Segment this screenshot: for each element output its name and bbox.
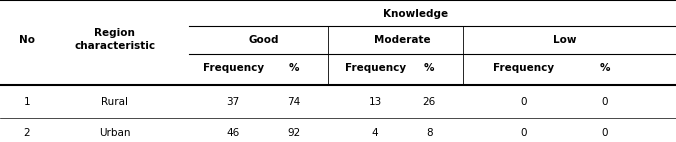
Text: 0: 0 <box>602 129 608 138</box>
Text: Knowledge: Knowledge <box>383 9 448 19</box>
Text: 46: 46 <box>226 129 240 138</box>
Text: Low: Low <box>553 35 576 45</box>
Text: 13: 13 <box>368 97 382 107</box>
Text: Frequency: Frequency <box>345 63 406 73</box>
Text: 26: 26 <box>422 97 436 107</box>
Text: 4: 4 <box>372 129 379 138</box>
Text: 92: 92 <box>287 129 301 138</box>
Text: 37: 37 <box>226 97 240 107</box>
Text: 74: 74 <box>287 97 301 107</box>
Text: Moderate: Moderate <box>374 35 431 45</box>
Text: 0: 0 <box>521 129 527 138</box>
Text: Rural: Rural <box>101 97 128 107</box>
Text: 0: 0 <box>521 97 527 107</box>
Text: %: % <box>424 63 435 73</box>
Text: Good: Good <box>248 35 279 45</box>
Text: 2: 2 <box>24 129 30 138</box>
Text: 0: 0 <box>602 97 608 107</box>
Text: Region
characteristic: Region characteristic <box>74 28 155 51</box>
Text: %: % <box>600 63 610 73</box>
Text: 8: 8 <box>426 129 433 138</box>
Text: No: No <box>19 35 35 45</box>
Text: Urban: Urban <box>99 129 130 138</box>
Text: %: % <box>289 63 299 73</box>
Text: Frequency: Frequency <box>203 63 264 73</box>
Text: 1: 1 <box>24 97 30 107</box>
Text: Frequency: Frequency <box>493 63 554 73</box>
